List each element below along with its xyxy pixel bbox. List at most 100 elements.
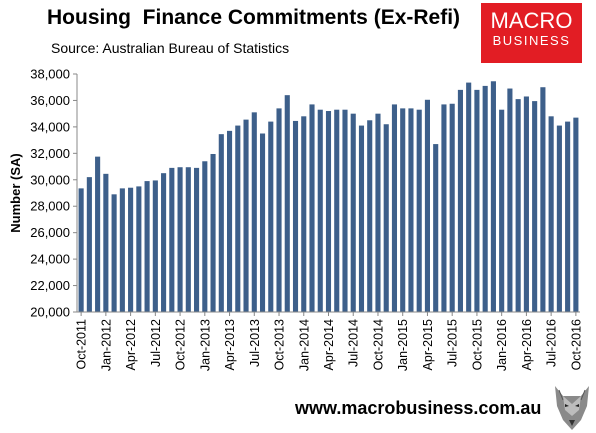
bar-nov-2014 [383, 124, 389, 313]
bar-feb-2013 [210, 153, 216, 312]
bar-oct-2016 [573, 117, 579, 312]
x-tick-label: Oct-2014 [371, 319, 385, 370]
chart-title: Housing Finance Commitments (Ex-Refi) [47, 6, 461, 29]
bar-may-2012 [136, 186, 142, 312]
x-tick-label: Oct-2015 [470, 319, 484, 370]
bar-dec-2013 [292, 120, 299, 312]
bar-jan-2012 [103, 173, 109, 312]
bar-apr-2016 [523, 96, 529, 312]
bar-oct-2014 [375, 113, 381, 312]
bar-jul-2015 [449, 103, 455, 312]
bar-feb-2014 [309, 104, 315, 312]
chart-subtitle: Source: Australian Bureau of Statistics [51, 40, 290, 56]
bar-mar-2016 [515, 99, 521, 313]
x-tick-label: Jan-2014 [297, 319, 311, 371]
x-tick-label: Jul-2016 [545, 319, 559, 367]
bar-aug-2014 [358, 125, 365, 312]
y-tick-label: 24,000 [30, 252, 70, 267]
bar-jul-2013 [251, 112, 257, 312]
bar-jun-2014 [342, 109, 348, 312]
y-tick-label: 30,000 [30, 172, 70, 187]
x-tick-label: Jul-2012 [149, 319, 163, 367]
bar-mar-2014 [317, 109, 323, 312]
bar-feb-2016 [507, 88, 513, 312]
x-tick-label: Oct-2012 [174, 319, 188, 370]
x-tick-label: Apr-2014 [322, 319, 336, 370]
bar-nov-2011 [86, 177, 92, 312]
x-ticks-group: Oct-2011 Jan-2012 Apr-2012 Jul-2012 Oct-2012… [75, 312, 583, 371]
bar-aug-2015 [457, 89, 463, 313]
bar-sep-2013 [268, 121, 274, 312]
y-axis-label: Number (SA) [8, 153, 23, 232]
bar-oct-2012 [177, 167, 183, 312]
bar-jun-2015 [441, 104, 447, 312]
bar-jul-2016 [548, 116, 554, 312]
bar-sep-2016 [565, 121, 571, 312]
bar-aug-2016 [556, 125, 562, 312]
x-tick-label: Jan-2015 [396, 319, 410, 371]
bar-apr-2013 [226, 130, 233, 312]
bar-may-2016 [532, 101, 538, 312]
bar-jul-2012 [152, 180, 158, 312]
x-tick-label: Jan-2013 [198, 319, 212, 371]
bar-oct-2015 [474, 89, 480, 313]
bar-feb-2012 [111, 194, 117, 312]
bar-aug-2013 [259, 133, 266, 312]
y-tick-label: 32,000 [30, 146, 70, 161]
bar-may-2014 [334, 109, 340, 312]
macrobusiness-logo: MACRO BUSINESS [481, 3, 582, 63]
bar-apr-2015 [424, 99, 430, 312]
x-tick-label: Oct-2011 [75, 319, 89, 370]
x-tick-label: Oct-2013 [273, 319, 287, 370]
bar-jan-2013 [202, 161, 208, 312]
bar-sep-2014 [367, 120, 373, 312]
bar-jan-2015 [400, 108, 406, 312]
bar-dec-2011 [95, 156, 101, 312]
x-tick-label: Oct-2016 [569, 319, 583, 370]
x-tick-label: Jul-2015 [446, 319, 460, 367]
bar-jan-2016 [499, 109, 505, 312]
x-tick-label: Apr-2015 [421, 319, 435, 370]
bar-may-2015 [433, 144, 439, 312]
y-tick-label: 28,000 [30, 199, 70, 214]
y-tick-label: 38,000 [30, 67, 70, 82]
logo-line2: BUSINESS [492, 33, 571, 48]
bar-dec-2014 [391, 104, 398, 312]
bar-apr-2014 [325, 111, 332, 313]
bar-oct-2011 [78, 188, 84, 312]
bar-mar-2013 [218, 134, 224, 312]
bar-nov-2013 [284, 95, 290, 312]
bar-jun-2013 [243, 119, 249, 313]
y-tick-label: 36,000 [30, 93, 70, 108]
x-tick-label: Apr-2013 [223, 319, 237, 370]
bar-oct-2013 [276, 108, 282, 312]
y-tick-label: 34,000 [30, 119, 70, 134]
bar-nov-2015 [482, 85, 488, 313]
bar-sep-2015 [466, 82, 472, 312]
bar-dec-2015 [490, 81, 496, 313]
bar-aug-2012 [161, 173, 167, 312]
bar-feb-2015 [408, 108, 414, 312]
x-tick-label: Jan-2012 [99, 319, 113, 371]
x-tick-label: Jan-2016 [495, 319, 509, 371]
wolf-logo-icon [555, 386, 589, 430]
y-tick-label: 20,000 [30, 305, 70, 320]
bars-group [78, 81, 579, 313]
x-tick-label: Apr-2016 [520, 319, 534, 370]
bar-jul-2014 [350, 113, 356, 312]
bar-mar-2012 [119, 188, 125, 312]
bar-nov-2012 [185, 167, 191, 312]
bar-jun-2016 [540, 87, 546, 312]
x-tick-label: Apr-2012 [124, 319, 138, 370]
bar-dec-2012 [194, 167, 200, 312]
bar-sep-2012 [169, 167, 175, 312]
logo-line1: MACRO [490, 8, 573, 33]
bar-jan-2014 [301, 116, 307, 312]
bar-jun-2012 [144, 181, 150, 312]
y-ticks-group: 20,000 22,000 24,000 26,000 28,000 30,000 32,0… [30, 67, 77, 320]
bar-may-2013 [235, 125, 241, 312]
bar-mar-2015 [416, 109, 422, 312]
footer-url: www.macrobusiness.com.au [295, 398, 542, 418]
y-tick-label: 26,000 [30, 225, 70, 240]
